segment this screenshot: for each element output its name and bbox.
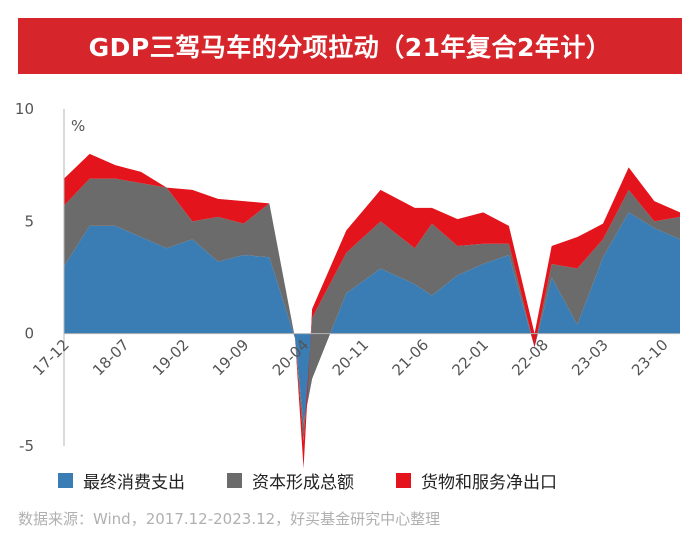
x-tick-label: 22-08 <box>508 336 552 380</box>
x-tick-label: 21-06 <box>389 336 433 380</box>
x-tick-label: 18-07 <box>89 336 133 380</box>
legend: 最终消费支出 资本形成总额 货物和服务净出口 <box>58 468 557 493</box>
x-tick-label: 20-11 <box>329 336 373 380</box>
y-tick-label: -5 <box>19 437 34 455</box>
y-tick-label: 5 <box>24 212 34 230</box>
unit-label: % <box>71 117 85 135</box>
legend-swatch-net-exports <box>396 473 411 488</box>
legend-label-net-exports: 货物和服务净出口 <box>421 473 557 493</box>
x-tick-label: 17-12 <box>29 336 73 380</box>
legend-label-capital: 资本形成总额 <box>252 473 354 493</box>
x-tick-label: 23-03 <box>568 336 612 380</box>
x-tick-label: 19-02 <box>149 336 193 380</box>
y-tick-label: 10 <box>15 100 34 118</box>
legend-swatch-consumption <box>58 473 73 488</box>
chart-areas <box>64 153 680 469</box>
area-consumption <box>64 212 680 424</box>
x-tick-label: 22-01 <box>448 336 492 380</box>
chart-title: GDP三驾马车的分项拉动（21年复合2年计） <box>18 18 682 74</box>
legend-item-consumption: 最终消费支出 <box>58 468 185 493</box>
legend-item-net-exports: 货物和服务净出口 <box>396 468 557 493</box>
legend-label-consumption: 最终消费支出 <box>83 473 185 493</box>
area-capital-formation <box>64 178 680 442</box>
source-note: 数据来源：Wind，2017.12-2023.12，好买基金研究中心整理 <box>18 510 441 528</box>
legend-item-capital: 资本形成总额 <box>227 468 354 493</box>
x-tick-label: 23-10 <box>628 336 672 380</box>
legend-swatch-capital <box>227 473 242 488</box>
y-tick-label: 0 <box>24 325 34 343</box>
area-net-exports <box>64 153 680 469</box>
x-tick-label: 19-09 <box>209 336 253 380</box>
